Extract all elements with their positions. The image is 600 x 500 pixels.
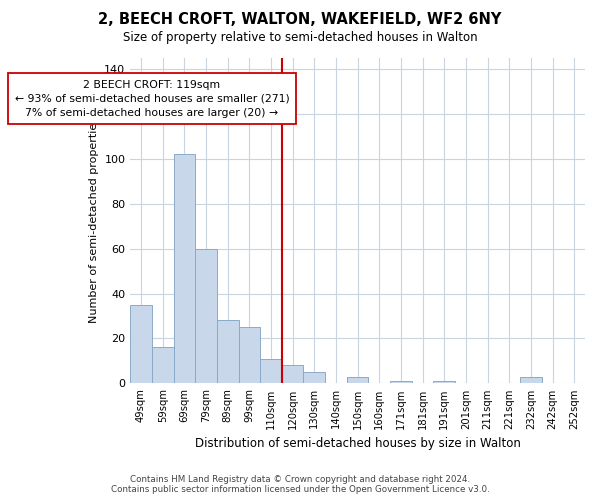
Y-axis label: Number of semi-detached properties: Number of semi-detached properties — [89, 118, 98, 324]
Bar — [347, 376, 368, 384]
Bar — [260, 358, 282, 384]
Text: Size of property relative to semi-detached houses in Walton: Size of property relative to semi-detach… — [122, 31, 478, 44]
Bar — [217, 320, 239, 384]
Bar — [282, 366, 304, 384]
Text: Contains HM Land Registry data © Crown copyright and database right 2024.
Contai: Contains HM Land Registry data © Crown c… — [110, 474, 490, 494]
Bar — [195, 248, 217, 384]
Bar — [390, 381, 412, 384]
Bar — [152, 348, 173, 384]
Bar — [304, 372, 325, 384]
Bar — [433, 381, 455, 384]
Bar — [239, 327, 260, 384]
Bar — [173, 154, 195, 384]
Text: 2 BEECH CROFT: 119sqm
← 93% of semi-detached houses are smaller (271)
7% of semi: 2 BEECH CROFT: 119sqm ← 93% of semi-deta… — [14, 80, 289, 118]
X-axis label: Distribution of semi-detached houses by size in Walton: Distribution of semi-detached houses by … — [194, 437, 521, 450]
Text: 2, BEECH CROFT, WALTON, WAKEFIELD, WF2 6NY: 2, BEECH CROFT, WALTON, WAKEFIELD, WF2 6… — [98, 12, 502, 28]
Bar — [130, 305, 152, 384]
Bar — [520, 376, 542, 384]
